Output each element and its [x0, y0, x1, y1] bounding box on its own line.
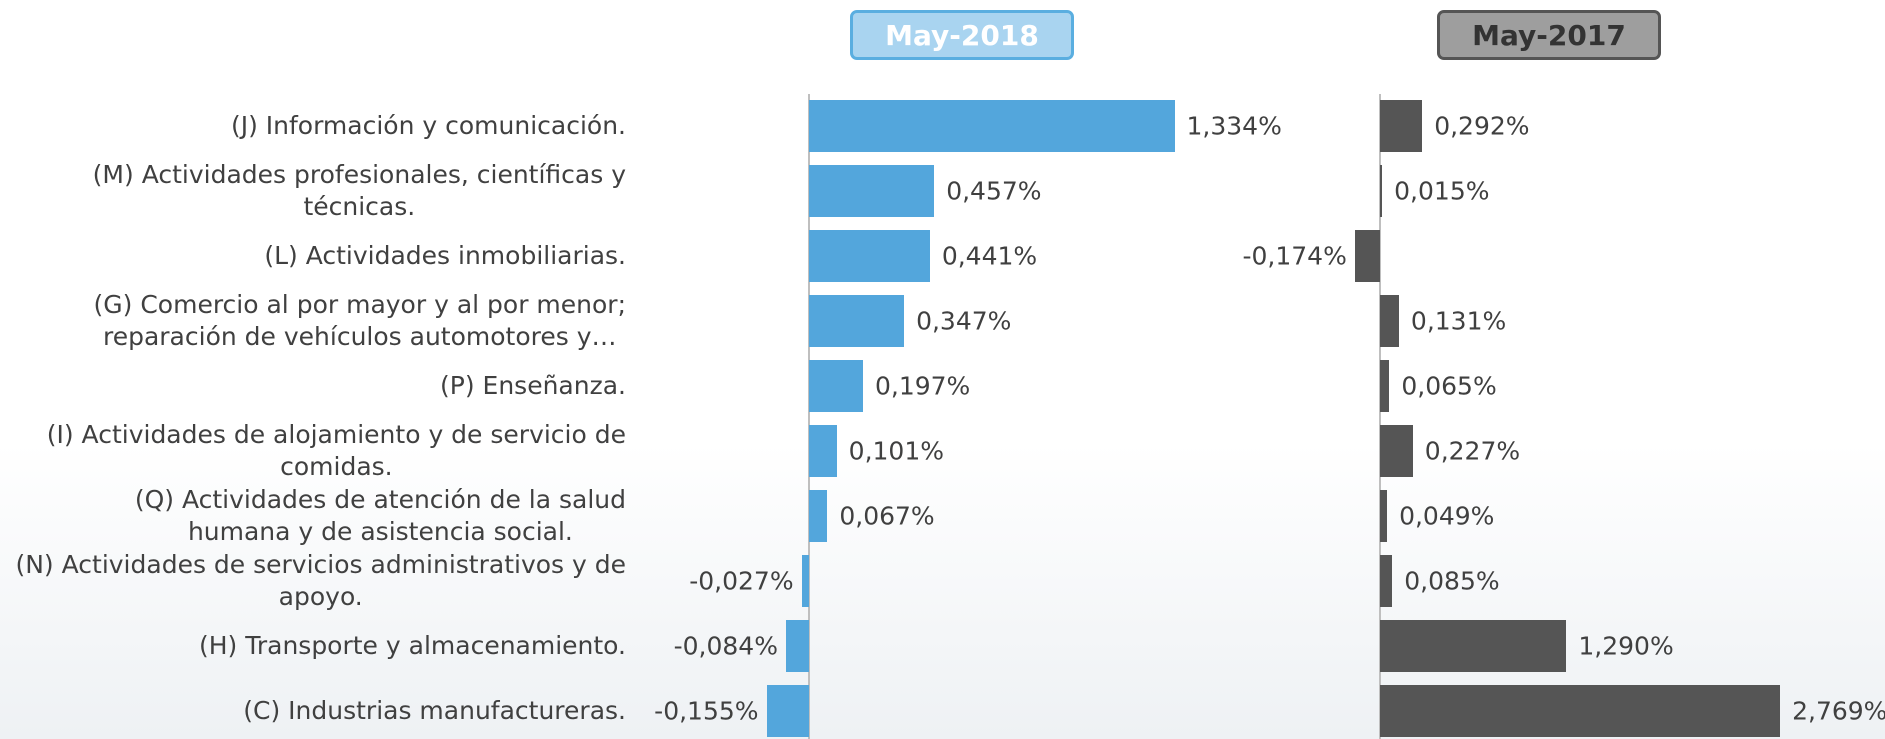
bar	[1380, 555, 1393, 607]
category-text: (P) Enseñanza.	[440, 371, 626, 400]
value-label: -0,084%	[673, 631, 778, 661]
category-text: (J) Información y comunicación.	[230, 111, 626, 140]
bar	[801, 555, 809, 607]
bar	[1380, 685, 1781, 737]
panel-title: May-2017	[1437, 10, 1661, 60]
value-label: 0,049%	[1399, 501, 1495, 531]
value-label: 0,065%	[1401, 371, 1497, 401]
bar	[785, 620, 809, 672]
value-label: 0,441%	[941, 241, 1038, 271]
bar	[766, 685, 809, 737]
bar	[1380, 425, 1413, 477]
bar	[1380, 490, 1388, 542]
bar	[809, 295, 905, 347]
value-label: 0,067%	[839, 501, 935, 531]
value-label: -0,174%	[1242, 241, 1347, 271]
value-label: 0,457%	[946, 176, 1042, 206]
category-text: (G) Comercio al por mayor y al por menor…	[93, 290, 626, 351]
bar	[809, 100, 1175, 152]
value-label: 0,197%	[874, 371, 971, 401]
category-label: (P) Enseñanza.	[440, 370, 626, 402]
category-text: (I) Actividades de alojamiento y de serv…	[46, 420, 626, 481]
bar	[1380, 295, 1399, 347]
category-label: (H) Transporte y almacenamiento.	[199, 630, 626, 662]
value-label: -0,027%	[689, 566, 794, 596]
category-text: (C) Industrias manufactureras.	[243, 696, 626, 725]
bar	[809, 230, 930, 282]
category-text: (N) Actividades de servicios administrat…	[15, 550, 626, 611]
value-label: 2,769%	[1792, 696, 1885, 726]
panel-title: May-2018	[850, 10, 1074, 60]
category-label: (C) Industrias manufactureras.	[243, 695, 626, 727]
category-label: (J) Información y comunicación.	[231, 110, 626, 142]
bar	[809, 360, 863, 412]
value-label: 0,101%	[848, 436, 944, 466]
bar	[1354, 230, 1380, 282]
bar	[1380, 100, 1423, 152]
category-text: (Q) Actividades de atención de la salud …	[134, 485, 626, 546]
category-label: (I) Actividades de alojamiento y de serv…	[47, 419, 626, 483]
category-label: (M) Actividades profesionales, científic…	[93, 159, 626, 223]
value-label: 0,292%	[1434, 111, 1530, 141]
value-label: 0,015%	[1394, 176, 1490, 206]
category-text: (H) Transporte y almacenamiento.	[199, 631, 626, 660]
value-label: 1,290%	[1578, 631, 1674, 661]
axis-line	[808, 94, 810, 739]
category-label: (Q) Actividades de atención de la salud …	[135, 484, 626, 548]
value-label: 0,347%	[916, 306, 1012, 336]
bar	[809, 425, 837, 477]
value-label: 0,131%	[1410, 306, 1507, 336]
category-text: (L) Actividades inmobiliarias.	[264, 241, 626, 270]
category-label: (N) Actividades de servicios administrat…	[15, 549, 626, 613]
bar	[1380, 620, 1567, 672]
bar	[1380, 165, 1383, 217]
category-text: (M) Actividades profesionales, científic…	[92, 160, 626, 221]
value-label: 1,334%	[1186, 111, 1282, 141]
value-label: 0,227%	[1424, 436, 1521, 466]
value-label: -0,155%	[654, 696, 759, 726]
value-label: 0,085%	[1404, 566, 1500, 596]
category-label: (G) Comercio al por mayor y al por menor…	[94, 289, 626, 353]
axis-line	[1379, 94, 1381, 739]
bar	[1380, 360, 1390, 412]
bar	[809, 490, 828, 542]
category-label: (L) Actividades inmobiliarias.	[264, 240, 626, 272]
bar	[809, 165, 935, 217]
